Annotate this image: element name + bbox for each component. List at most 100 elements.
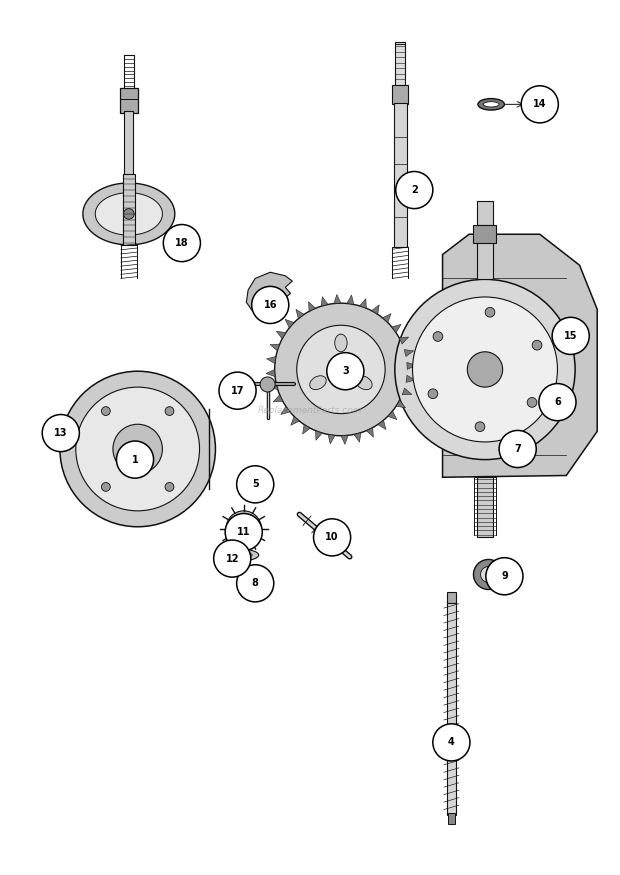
FancyBboxPatch shape [250,470,264,483]
Circle shape [225,514,262,550]
Polygon shape [334,295,341,304]
Ellipse shape [249,579,262,584]
Polygon shape [268,382,278,389]
Circle shape [102,407,110,416]
Circle shape [480,566,497,583]
Polygon shape [281,406,290,415]
Circle shape [395,279,575,459]
Polygon shape [266,369,275,376]
Polygon shape [347,295,354,304]
Circle shape [314,519,351,556]
FancyBboxPatch shape [394,102,407,248]
FancyBboxPatch shape [477,475,493,537]
Circle shape [433,332,443,341]
Circle shape [219,372,256,410]
FancyBboxPatch shape [477,200,493,226]
Polygon shape [404,350,414,356]
Ellipse shape [483,102,499,107]
Text: 1: 1 [131,455,138,465]
Polygon shape [285,319,294,328]
Circle shape [123,208,134,220]
Text: 13: 13 [54,428,68,438]
Text: 7: 7 [515,444,521,454]
Ellipse shape [478,99,505,110]
Circle shape [552,318,589,354]
Polygon shape [328,435,335,444]
Polygon shape [296,310,304,318]
Circle shape [499,430,536,467]
Polygon shape [383,313,391,323]
Text: 11: 11 [237,527,250,537]
Ellipse shape [230,552,252,558]
Ellipse shape [250,468,264,474]
Polygon shape [267,356,276,364]
Polygon shape [406,375,415,382]
Text: 14: 14 [533,100,546,109]
Text: 3: 3 [342,367,348,376]
Circle shape [117,441,154,478]
FancyBboxPatch shape [474,226,497,243]
Text: 6: 6 [554,397,561,407]
Circle shape [237,564,274,602]
Text: 18: 18 [175,238,188,248]
Polygon shape [443,234,597,477]
Circle shape [486,557,523,595]
Circle shape [428,388,438,399]
Circle shape [475,422,485,431]
FancyBboxPatch shape [120,88,138,113]
Text: 17: 17 [231,386,244,396]
Text: 8: 8 [252,578,259,588]
Circle shape [113,424,162,473]
Text: 5: 5 [252,480,259,489]
Circle shape [42,415,79,452]
Text: 4: 4 [448,738,455,747]
Polygon shape [273,395,283,402]
Polygon shape [366,428,373,438]
Polygon shape [371,304,379,314]
Circle shape [433,724,470,761]
Polygon shape [402,388,412,395]
Ellipse shape [356,375,372,389]
Circle shape [275,303,407,436]
Circle shape [252,286,289,324]
FancyBboxPatch shape [125,111,133,175]
Polygon shape [95,192,162,235]
Circle shape [532,340,542,350]
Circle shape [539,383,576,421]
Circle shape [163,225,200,262]
Ellipse shape [250,480,264,486]
Text: 16: 16 [264,300,277,310]
Text: 15: 15 [564,331,577,341]
Polygon shape [246,272,292,312]
Circle shape [60,371,215,527]
FancyBboxPatch shape [123,174,135,245]
Circle shape [474,559,503,590]
Circle shape [165,407,174,416]
Polygon shape [341,436,348,444]
Text: 9: 9 [501,571,508,581]
Polygon shape [388,411,397,420]
Polygon shape [360,298,366,308]
Circle shape [76,387,200,511]
Polygon shape [321,297,328,306]
FancyBboxPatch shape [447,592,456,603]
Polygon shape [407,362,416,369]
Text: 10: 10 [326,532,339,542]
FancyBboxPatch shape [446,601,456,815]
Polygon shape [291,416,299,425]
Circle shape [214,540,251,578]
Circle shape [412,297,557,442]
Ellipse shape [310,375,326,389]
Polygon shape [83,183,175,245]
Polygon shape [396,400,405,408]
Text: 2: 2 [411,185,418,195]
Ellipse shape [243,577,268,587]
Ellipse shape [223,550,259,561]
Circle shape [260,377,275,392]
Circle shape [297,326,385,414]
Circle shape [226,511,262,546]
Circle shape [521,86,559,122]
Polygon shape [378,420,386,430]
Circle shape [239,524,248,533]
Polygon shape [270,344,280,351]
